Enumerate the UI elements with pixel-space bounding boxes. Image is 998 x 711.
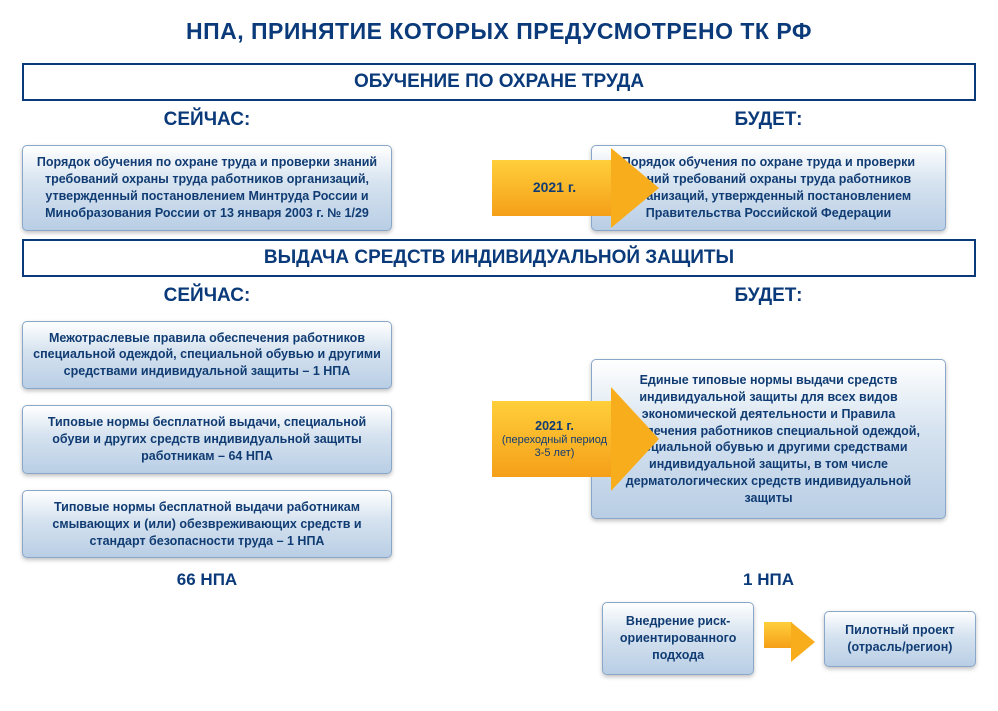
page-title: НПА, ПРИНЯТИЕ КОТОРЫХ ПРЕДУСМОТРЕНО ТК Р… [22,18,976,45]
section2-header: ВЫДАЧА СРЕДСТВ ИНДИВИДУАЛЬНОЙ ЗАЩИТЫ [22,239,976,277]
section1-future-heading: БУДЕТ: [591,109,946,131]
section1-arrow-label: 2021 г. [533,179,576,196]
section2-left-count: 66 НПА [22,570,392,590]
section2-now-heading: СЕЙЧАС: [22,285,392,307]
section2-arrow-year: 2021 г. [502,419,608,434]
section2-future-heading: БУДЕТ: [591,285,946,307]
section1-now-heading: СЕЙЧАС: [22,109,392,131]
section1-now-box: Порядок обучения по охране труда и прове… [22,145,392,231]
section2-now-box-3: Типовые нормы бесплатной выдачи работник… [22,490,392,559]
section2-right-count: 1 НПА [591,570,946,590]
bottom-box-2: Пилотный проект (отрасль/регион) [824,611,976,667]
bottom-box-1: Внедрение риск-ориентированного подхода [602,602,754,675]
section2-now-box-1: Межотраслевые правила обеспечения работн… [22,321,392,390]
section2-arrow-sub: (переходный период 3-5 лет) [502,434,608,460]
bottom-arrow [764,622,813,656]
section1-header: ОБУЧЕНИЕ ПО ОХРАНЕ ТРУДА [22,63,976,101]
section2-now-box-2: Типовые нормы бесплатной выдачи, специал… [22,405,392,474]
